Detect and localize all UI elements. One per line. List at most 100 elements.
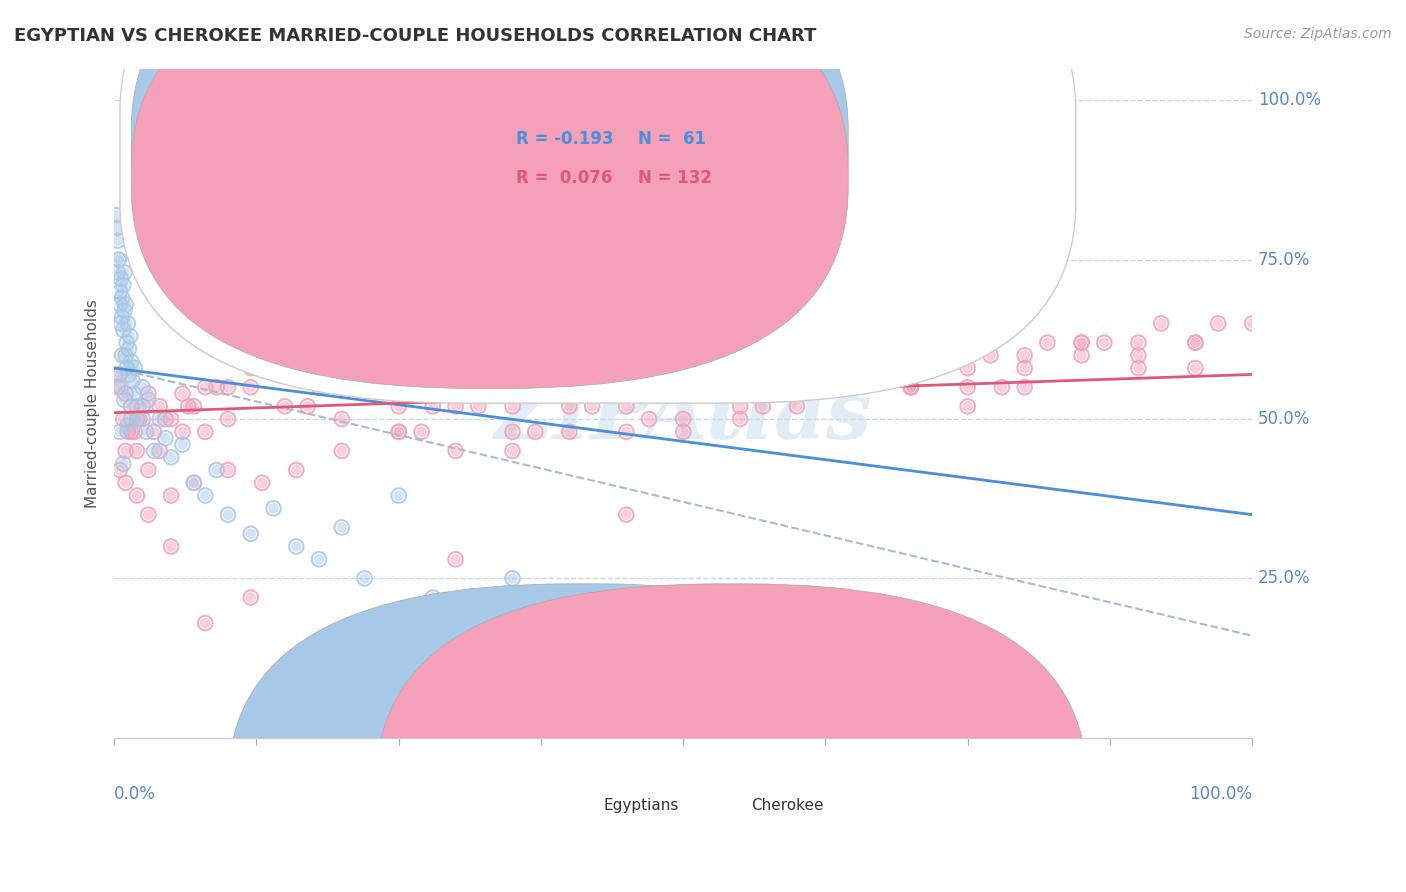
Point: [558, 348, 581, 362]
Point: [149, 400, 172, 414]
Point: [1070, 348, 1092, 362]
Point: [107, 220, 129, 235]
Point: [581, 380, 603, 394]
Point: [194, 425, 217, 439]
Point: [581, 380, 603, 394]
Point: [110, 272, 132, 286]
Point: [160, 412, 183, 426]
Text: Source: ZipAtlas.com: Source: ZipAtlas.com: [1244, 27, 1392, 41]
Point: [842, 380, 865, 394]
Point: [956, 380, 979, 394]
Point: [581, 400, 603, 414]
Point: [422, 591, 444, 605]
Point: [308, 380, 330, 394]
Point: [112, 323, 135, 337]
Point: [285, 540, 308, 554]
Point: [842, 380, 865, 394]
Text: N = 132: N = 132: [638, 169, 711, 186]
Text: ZIPAtlas: ZIPAtlas: [495, 378, 872, 455]
Point: [422, 400, 444, 414]
Y-axis label: Married-couple Households: Married-couple Households: [86, 299, 100, 508]
Point: [502, 400, 524, 414]
Point: [112, 457, 135, 471]
Point: [558, 425, 581, 439]
Point: [786, 335, 808, 350]
Point: [388, 425, 411, 439]
Point: [467, 400, 489, 414]
Point: [183, 475, 205, 490]
Point: [728, 412, 751, 426]
Point: [1184, 335, 1206, 350]
Point: [125, 412, 148, 426]
Text: 0.0%: 0.0%: [114, 785, 156, 803]
Point: [107, 252, 129, 267]
Point: [274, 335, 297, 350]
Point: [114, 265, 136, 279]
Point: [114, 348, 136, 362]
Point: [183, 475, 205, 490]
Point: [107, 380, 129, 394]
Point: [388, 425, 411, 439]
Point: [502, 444, 524, 458]
Point: [217, 463, 239, 477]
Point: [124, 361, 146, 376]
Point: [444, 361, 467, 376]
Point: [117, 425, 139, 439]
Point: [502, 425, 524, 439]
Point: [149, 444, 172, 458]
Point: [160, 412, 183, 426]
Point: [1070, 348, 1092, 362]
Point: [111, 291, 134, 305]
Point: [614, 508, 637, 522]
Point: [1128, 348, 1150, 362]
Point: [1184, 361, 1206, 376]
Point: [467, 400, 489, 414]
Point: [250, 475, 273, 490]
Point: [205, 380, 228, 394]
Point: [108, 297, 131, 311]
Point: [353, 571, 375, 585]
Point: [1036, 335, 1059, 350]
FancyBboxPatch shape: [131, 0, 848, 351]
Point: [388, 425, 411, 439]
Point: [614, 361, 637, 376]
FancyBboxPatch shape: [228, 584, 939, 892]
Point: [122, 386, 145, 401]
Point: [956, 380, 979, 394]
Point: [183, 400, 205, 414]
Point: [285, 463, 308, 477]
Point: [263, 348, 285, 362]
Point: [107, 368, 129, 382]
Point: [110, 380, 132, 394]
Point: [614, 425, 637, 439]
Point: [842, 234, 865, 248]
Point: [239, 526, 262, 541]
Point: [650, 380, 672, 394]
Point: [117, 425, 139, 439]
Text: Egyptians: Egyptians: [603, 798, 679, 813]
Point: [308, 552, 330, 566]
Point: [217, 508, 239, 522]
Text: N =  61: N = 61: [638, 130, 706, 148]
Point: [1206, 317, 1229, 331]
Point: [108, 425, 131, 439]
Point: [308, 380, 330, 394]
Point: [502, 425, 524, 439]
Point: [502, 571, 524, 585]
Point: [122, 386, 145, 401]
Point: [1014, 348, 1036, 362]
Point: [194, 380, 217, 394]
Point: [444, 603, 467, 617]
Point: [467, 615, 489, 630]
Point: [728, 412, 751, 426]
Point: [160, 540, 183, 554]
Point: [808, 380, 831, 394]
Point: [111, 291, 134, 305]
Point: [205, 463, 228, 477]
Point: [118, 342, 141, 356]
Point: [112, 278, 135, 293]
Point: [444, 552, 467, 566]
Point: [330, 444, 353, 458]
Point: [120, 329, 142, 343]
Point: [183, 475, 205, 490]
